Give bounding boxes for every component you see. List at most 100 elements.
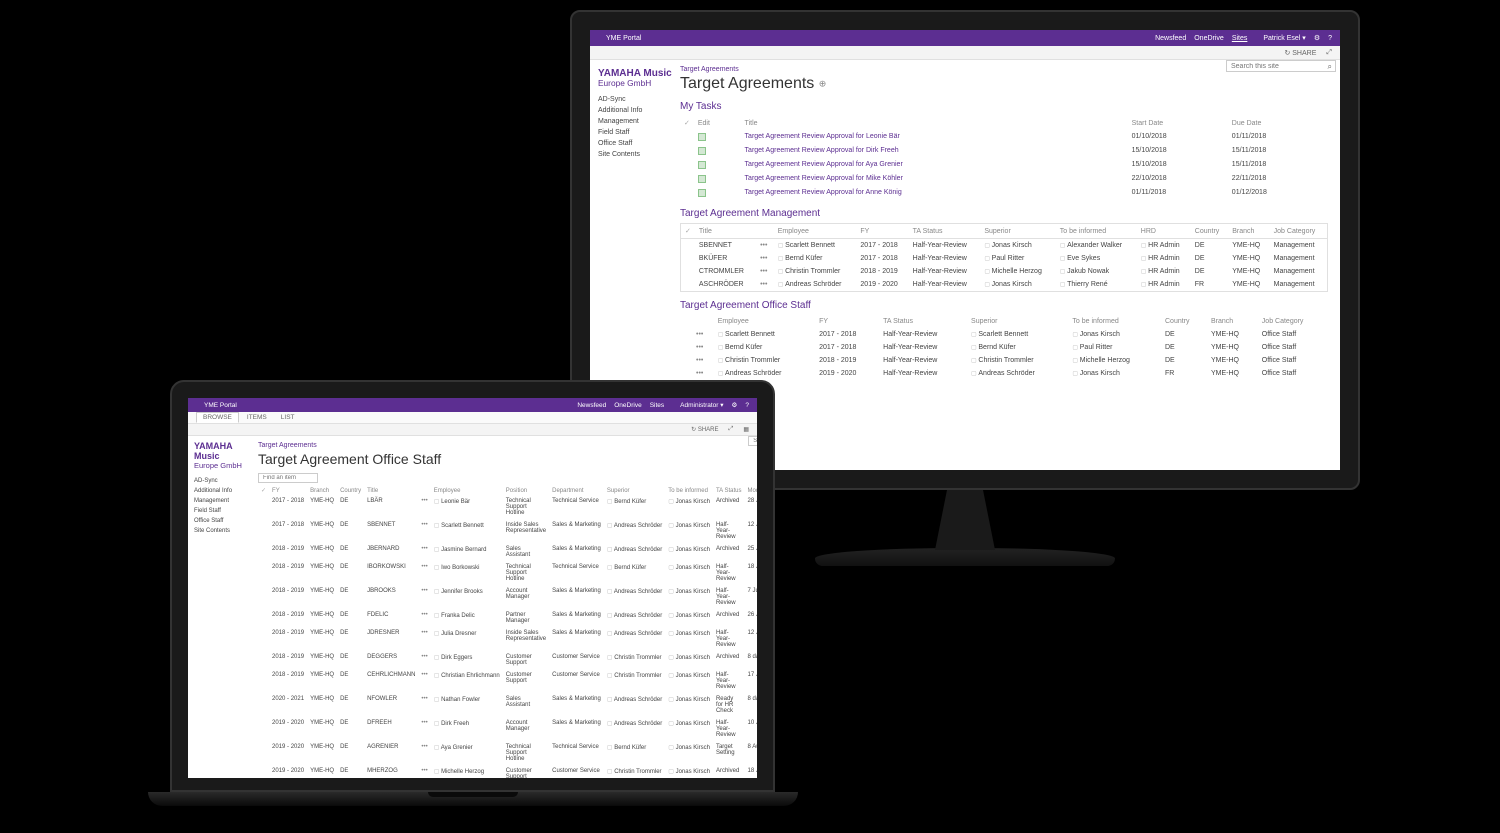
row-employee[interactable]: Aya Grenier — [431, 740, 503, 764]
row-title[interactable]: SBENNET — [695, 239, 756, 253]
table-row[interactable]: 2017 - 2018 YME-HQ DE LBÄR ••• Leonie Bä… — [258, 496, 757, 518]
col-employee[interactable]: Employee — [714, 315, 815, 328]
row-employee[interactable]: Dirk Eggers — [431, 650, 503, 668]
help-icon[interactable]: ? — [1328, 35, 1332, 42]
col-hrd[interactable]: HRD — [1137, 224, 1191, 239]
row-title[interactable]: BKÜFER — [695, 252, 756, 265]
col-status[interactable]: TA Status — [879, 315, 967, 328]
breadcrumb[interactable]: Target Agreements — [258, 442, 757, 449]
row-informed[interactable]: Jonas Kirsch — [665, 626, 713, 650]
link-onedrive[interactable]: OneDrive — [614, 402, 641, 409]
row-superior[interactable]: Scarlett Bennett — [967, 328, 1068, 341]
row-title[interactable]: MHERZOG — [364, 764, 418, 778]
item-menu-icon[interactable]: ••• — [418, 668, 430, 692]
item-menu-icon[interactable]: ••• — [692, 328, 714, 341]
item-menu-icon[interactable]: ••• — [418, 560, 430, 584]
row-title[interactable]: ASCHRÖDER — [695, 278, 756, 292]
row-informed[interactable]: Jonas Kirsch — [665, 716, 713, 740]
table-row[interactable]: Target Agreement Review Approval for Mik… — [680, 172, 1328, 186]
row-title[interactable]: AGRENIER — [364, 740, 418, 764]
col-department[interactable]: Department — [549, 485, 604, 496]
focus-icon[interactable]: ⤢ — [729, 426, 734, 433]
row-title[interactable]: JBROOKS — [364, 584, 418, 608]
link-sites[interactable]: Sites — [1232, 35, 1248, 42]
item-menu-icon[interactable]: ••• — [418, 584, 430, 608]
col-status[interactable]: TA Status — [713, 485, 745, 496]
task-title[interactable]: Target Agreement Review Approval for Mik… — [741, 172, 1128, 186]
table-row[interactable]: 2018 - 2019 YME-HQ DE IBORKOWSKI ••• Iwo… — [258, 560, 757, 584]
row-employee[interactable]: Franka Delic — [431, 608, 503, 626]
nav-item[interactable]: Management — [194, 496, 252, 506]
nav-item[interactable]: Office Staff — [598, 138, 672, 149]
table-row[interactable]: Target Agreement Review Approval for Leo… — [680, 130, 1328, 144]
link-newsfeed[interactable]: Newsfeed — [577, 402, 606, 409]
nav-item[interactable]: Additional Info — [194, 486, 252, 496]
task-title[interactable]: Target Agreement Review Approval for Leo… — [741, 130, 1128, 144]
item-menu-icon[interactable]: ••• — [418, 764, 430, 778]
table-row[interactable]: ASCHRÖDER ••• Andreas Schröder 2019 - 20… — [681, 278, 1328, 292]
nav-item[interactable]: Management — [598, 116, 672, 127]
nav-item[interactable]: AD-Sync — [194, 476, 252, 486]
row-employee[interactable]: Bernd Küfer — [774, 252, 857, 265]
table-row[interactable]: 2019 - 2020 YME-HQ DE AGRENIER ••• Aya G… — [258, 740, 757, 764]
row-informed[interactable]: Jakub Nowak — [1056, 265, 1137, 278]
row-employee[interactable]: Scarlett Bennett — [714, 328, 815, 341]
col-country[interactable]: Country — [1161, 315, 1207, 328]
search-input[interactable] — [748, 436, 757, 446]
row-superior[interactable]: Bernd Küfer — [967, 341, 1068, 354]
nav-item[interactable]: AD-Sync — [598, 94, 672, 105]
link-newsfeed[interactable]: Newsfeed — [1155, 35, 1186, 42]
col-informed[interactable]: To be informed — [1068, 315, 1161, 328]
row-superior[interactable]: Andreas Schröder — [604, 626, 665, 650]
nav-item[interactable]: Field Staff — [598, 127, 672, 138]
item-menu-icon[interactable]: ••• — [418, 518, 430, 542]
item-menu-icon[interactable]: ••• — [418, 608, 430, 626]
task-title[interactable]: Target Agreement Review Approval for Ann… — [741, 186, 1128, 200]
row-superior[interactable]: Bernd Küfer — [604, 740, 665, 764]
table-row[interactable]: 2018 - 2019 YME-HQ DE FDELIC ••• Franka … — [258, 608, 757, 626]
gear-icon[interactable]: ⚙ — [732, 401, 738, 409]
row-title[interactable]: DFREEH — [364, 716, 418, 740]
nav-item[interactable]: Field Staff — [194, 506, 252, 516]
col-start[interactable]: Start Date — [1128, 116, 1228, 130]
site-logo[interactable]: YAMAHA MusicEurope GmbH — [598, 68, 672, 88]
col-jobcat[interactable]: Job Category — [1258, 315, 1328, 328]
tab-items[interactable]: ITEMS — [241, 413, 273, 422]
user-menu[interactable]: Patrick Esel ▾ — [1255, 34, 1305, 42]
row-title[interactable]: JBERNARD — [364, 542, 418, 560]
row-employee[interactable]: Leonie Bär — [431, 496, 503, 518]
row-superior[interactable]: Andreas Schröder — [604, 608, 665, 626]
row-informed[interactable]: Jonas Kirsch — [665, 518, 713, 542]
row-title[interactable]: DEGGERS — [364, 650, 418, 668]
row-informed[interactable]: Eve Sykes — [1056, 252, 1137, 265]
row-employee[interactable]: Jennifer Brooks — [431, 584, 503, 608]
row-informed[interactable]: Jonas Kirsch — [665, 650, 713, 668]
col-branch[interactable]: Branch — [1207, 315, 1258, 328]
row-title[interactable]: JDRESNER — [364, 626, 418, 650]
tab-list[interactable]: LIST — [275, 413, 301, 422]
col-title[interactable]: Title — [695, 224, 756, 239]
row-hrd[interactable]: HR Admin — [1137, 252, 1191, 265]
row-title[interactable]: SBENNET — [364, 518, 418, 542]
row-title[interactable]: FDELIC — [364, 608, 418, 626]
col-status[interactable]: TA Status — [909, 224, 981, 239]
row-informed[interactable]: Jonas Kirsch — [665, 608, 713, 626]
row-employee[interactable]: Michelle Herzog — [431, 764, 503, 778]
col-branch[interactable]: Branch — [307, 485, 337, 496]
row-informed[interactable]: Jonas Kirsch — [1068, 367, 1161, 380]
row-employee[interactable]: Andreas Schröder — [714, 367, 815, 380]
row-informed[interactable]: Jonas Kirsch — [665, 740, 713, 764]
col-due[interactable]: Due Date — [1228, 116, 1328, 130]
item-menu-icon[interactable]: ••• — [418, 716, 430, 740]
table-row[interactable]: 2018 - 2019 YME-HQ DE JBERNARD ••• Jasmi… — [258, 542, 757, 560]
row-employee[interactable]: Julia Dresner — [431, 626, 503, 650]
row-hrd[interactable]: HR Admin — [1137, 239, 1191, 253]
row-informed[interactable]: Jonas Kirsch — [665, 496, 713, 518]
row-informed[interactable]: Jonas Kirsch — [665, 560, 713, 584]
col-superior[interactable]: Superior — [980, 224, 1055, 239]
table-row[interactable]: Target Agreement Review Approval for Ann… — [680, 186, 1328, 200]
table-row[interactable]: 2018 - 2019 YME-HQ DE JDRESNER ••• Julia… — [258, 626, 757, 650]
row-employee[interactable]: Christin Trommler — [714, 354, 815, 367]
item-menu-icon[interactable]: ••• — [692, 341, 714, 354]
help-icon[interactable]: ? — [745, 402, 749, 409]
